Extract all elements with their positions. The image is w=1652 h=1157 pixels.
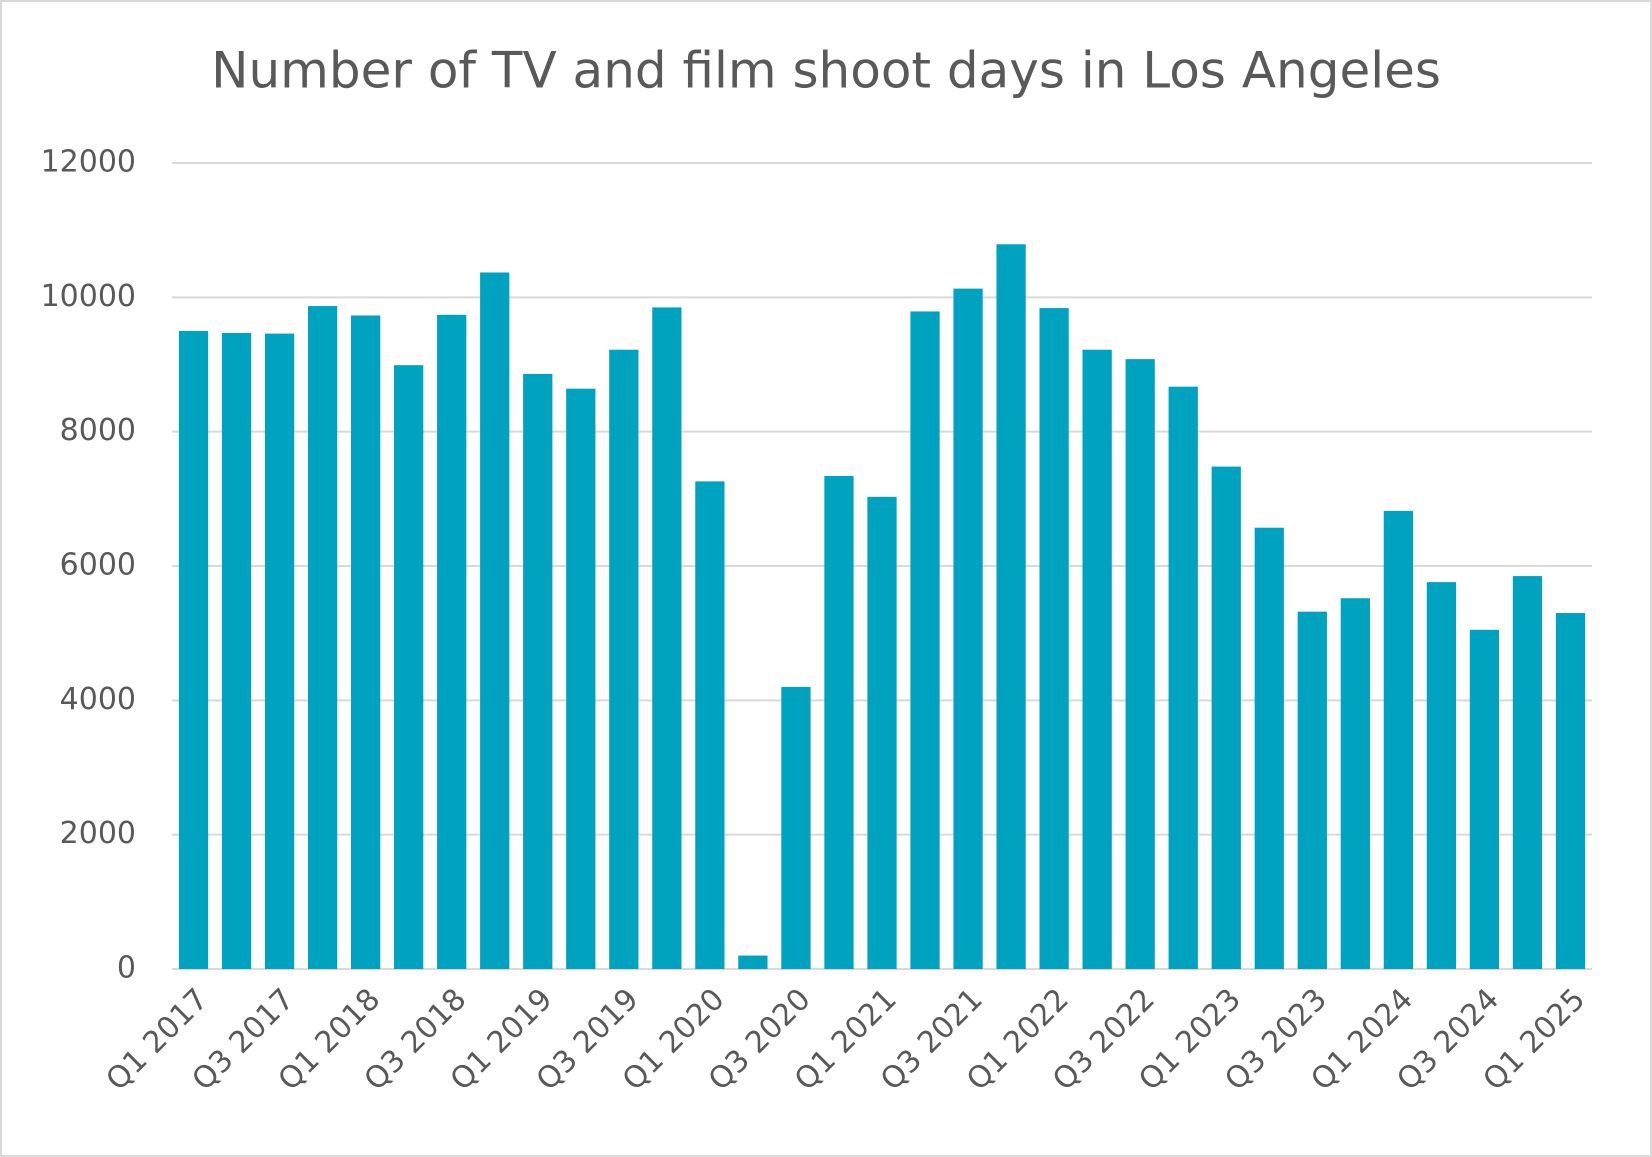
bar — [264, 333, 295, 969]
bar — [738, 955, 768, 969]
bar — [1469, 629, 1500, 969]
bar — [1125, 359, 1155, 969]
bar — [480, 272, 510, 969]
y-tick-label: 12000 — [41, 145, 136, 180]
bar — [307, 306, 338, 969]
bar — [609, 349, 639, 969]
bar — [1426, 582, 1457, 969]
bar — [1254, 527, 1284, 969]
bar — [394, 365, 424, 970]
bar — [867, 496, 897, 969]
bar — [910, 311, 940, 969]
bar — [781, 686, 811, 969]
y-tick-label: 6000 — [60, 548, 136, 583]
bar — [1039, 308, 1069, 970]
bar — [523, 373, 553, 969]
bar — [351, 315, 381, 969]
y-tick-label: 2000 — [60, 816, 136, 851]
y-tick-label: 0 — [117, 951, 136, 986]
chart-title: Number of TV and film shoot days in Los … — [211, 42, 1441, 100]
bar — [1297, 611, 1327, 969]
bar — [1340, 598, 1370, 969]
bar — [1168, 386, 1198, 969]
bar — [1082, 349, 1112, 969]
bar — [221, 332, 252, 970]
bar — [178, 330, 209, 970]
bar — [652, 307, 682, 969]
bar — [953, 288, 983, 969]
bar — [1555, 613, 1586, 969]
bar — [1211, 466, 1241, 969]
bar — [996, 244, 1026, 969]
bar — [824, 475, 854, 969]
bar — [566, 388, 596, 969]
bar — [437, 314, 467, 970]
y-tick-label: 10000 — [41, 279, 136, 314]
bar — [695, 481, 725, 969]
y-tick-label: 4000 — [60, 682, 136, 717]
y-tick-label: 8000 — [60, 413, 136, 448]
bar — [1383, 510, 1413, 969]
bar — [1512, 576, 1543, 969]
